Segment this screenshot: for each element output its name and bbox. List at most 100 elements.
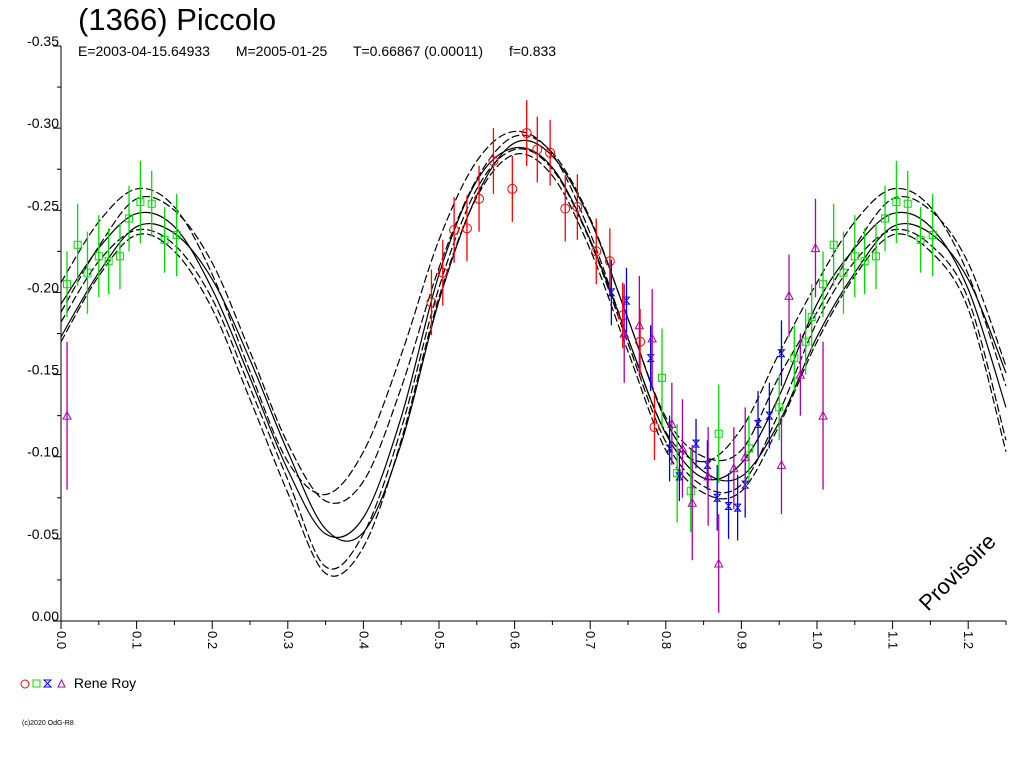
data-point-square bbox=[801, 337, 810, 346]
legend-square-marker bbox=[32, 679, 41, 688]
data-point-circle bbox=[604, 256, 615, 267]
data-point-circle bbox=[521, 128, 532, 139]
data-point-triangle bbox=[634, 320, 645, 330]
data-point-triangle bbox=[810, 243, 821, 253]
data-point-hourglass bbox=[665, 444, 674, 453]
data-point-triangle bbox=[619, 328, 630, 338]
legend-markers bbox=[20, 678, 66, 689]
y-tick-label: -0.10 bbox=[27, 444, 59, 460]
axes: 0.0 0.1 0.2 0.3 0.4 0.5 0.6 0.7 0.8 0.9 1.0 1.1 1.2 -… bbox=[27, 33, 1007, 649]
data-point-square bbox=[860, 257, 869, 266]
y-tick-label: -0.15 bbox=[27, 362, 59, 378]
legend-triangle-marker bbox=[57, 678, 66, 688]
data-point-square bbox=[136, 198, 145, 207]
data-point-hourglass bbox=[741, 480, 750, 489]
data-point-circle bbox=[649, 422, 660, 433]
data-point-circle bbox=[532, 144, 543, 155]
data-point-circle bbox=[488, 156, 499, 166]
x-tick-label: 1.0 bbox=[810, 631, 825, 649]
data-point-triangle bbox=[703, 471, 713, 481]
y-tick-label: -0.25 bbox=[27, 197, 59, 213]
y-tick-label: -0.35 bbox=[27, 33, 59, 49]
data-point-circle bbox=[617, 310, 628, 321]
data-point-square bbox=[115, 252, 124, 261]
data-point-square bbox=[147, 199, 156, 208]
data-point-circle bbox=[591, 246, 602, 257]
observations bbox=[62, 100, 937, 613]
data-point-hourglass bbox=[675, 472, 684, 481]
mid-date-label: M=2005-01-25 bbox=[235, 43, 328, 59]
data-point-circle bbox=[461, 223, 472, 234]
data-point-triangle bbox=[687, 497, 698, 507]
x-tick-label: 0.5 bbox=[432, 631, 447, 649]
fill-label: f=0.833 bbox=[508, 43, 557, 59]
data-point-square bbox=[94, 252, 103, 261]
data-point-triangle bbox=[784, 290, 794, 300]
legend-hourglass-marker bbox=[42, 679, 53, 688]
data-point-triangle bbox=[667, 418, 677, 428]
data-point-triangle bbox=[740, 451, 751, 461]
data-point-hourglass bbox=[765, 411, 774, 420]
data-point-square bbox=[850, 252, 859, 261]
data-point-hourglass bbox=[622, 296, 631, 305]
y-tick-label: 0.00 bbox=[32, 608, 59, 624]
data-point-square bbox=[807, 313, 816, 322]
x-tick-label: 0.6 bbox=[508, 631, 523, 649]
x-tick-label: 1.1 bbox=[886, 631, 901, 649]
fit-curve-solid bbox=[60, 146, 1007, 539]
data-point-hourglass bbox=[724, 502, 733, 510]
fit-curve-dashed bbox=[60, 148, 1007, 570]
data-point-square bbox=[172, 230, 181, 239]
data-point-circle bbox=[545, 147, 556, 158]
data-point-square bbox=[903, 199, 912, 208]
data-point-square bbox=[63, 280, 72, 289]
x-tick-label: 0.3 bbox=[281, 631, 296, 649]
copyright-text: (c)2020 OdG-R8 bbox=[22, 720, 74, 727]
chart-title: (1366) Piccolo bbox=[78, 2, 277, 37]
lightcurve-parameters: E=2003-04-15.64933 M=2005-01-25 T=0.6686… bbox=[78, 42, 578, 60]
data-point-circle bbox=[572, 202, 583, 212]
data-point-hourglass bbox=[777, 349, 786, 358]
data-point-hourglass bbox=[713, 493, 722, 502]
legend-circle-marker bbox=[20, 679, 30, 689]
fit-curve-dashed bbox=[60, 130, 1007, 496]
data-point-circle bbox=[474, 193, 485, 204]
data-point-triangle bbox=[729, 463, 739, 473]
data-point-triangle bbox=[713, 558, 724, 568]
data-point-square bbox=[829, 240, 838, 249]
data-point-circle bbox=[426, 297, 437, 308]
data-point-square bbox=[916, 235, 925, 244]
data-point-hourglass bbox=[691, 439, 701, 448]
data-point-circle bbox=[635, 336, 646, 347]
data-point-square bbox=[881, 214, 890, 223]
fit-curve-dashed bbox=[60, 134, 1007, 504]
x-tick-label: 0.7 bbox=[583, 631, 598, 649]
data-point-square bbox=[104, 257, 113, 266]
data-point-triangle bbox=[776, 459, 787, 469]
data-point-square bbox=[871, 252, 880, 261]
data-point-triangle bbox=[677, 443, 688, 453]
x-tick-label: 0.2 bbox=[205, 631, 220, 649]
data-point-triangle bbox=[647, 333, 658, 343]
data-point-square bbox=[892, 198, 901, 207]
period-label: T=0.66867 (0.00011) bbox=[352, 43, 484, 59]
watermark-text: Provisoire bbox=[914, 529, 1001, 616]
x-tick-label: 0.4 bbox=[356, 631, 371, 649]
fit-curves bbox=[60, 130, 1007, 577]
fit-curve-solid bbox=[60, 139, 1007, 542]
data-point-hourglass bbox=[753, 419, 763, 428]
data-point-square bbox=[125, 214, 134, 223]
x-tick-label: 0.0 bbox=[54, 631, 69, 649]
y-tick-label: -0.20 bbox=[27, 279, 59, 295]
epoch-label: E=2003-04-15.64933 bbox=[78, 43, 210, 59]
data-point-square bbox=[819, 280, 828, 289]
data-point-square bbox=[73, 240, 82, 249]
data-point-circle bbox=[507, 183, 518, 194]
y-tick-label: -0.05 bbox=[27, 526, 59, 542]
data-point-square bbox=[775, 403, 784, 412]
data-point-triangle bbox=[62, 410, 72, 420]
data-point-circle bbox=[449, 225, 460, 235]
data-point-circle bbox=[560, 203, 571, 214]
fit-curve-dashed bbox=[60, 153, 1007, 577]
x-tick-label: 0.8 bbox=[659, 631, 674, 649]
